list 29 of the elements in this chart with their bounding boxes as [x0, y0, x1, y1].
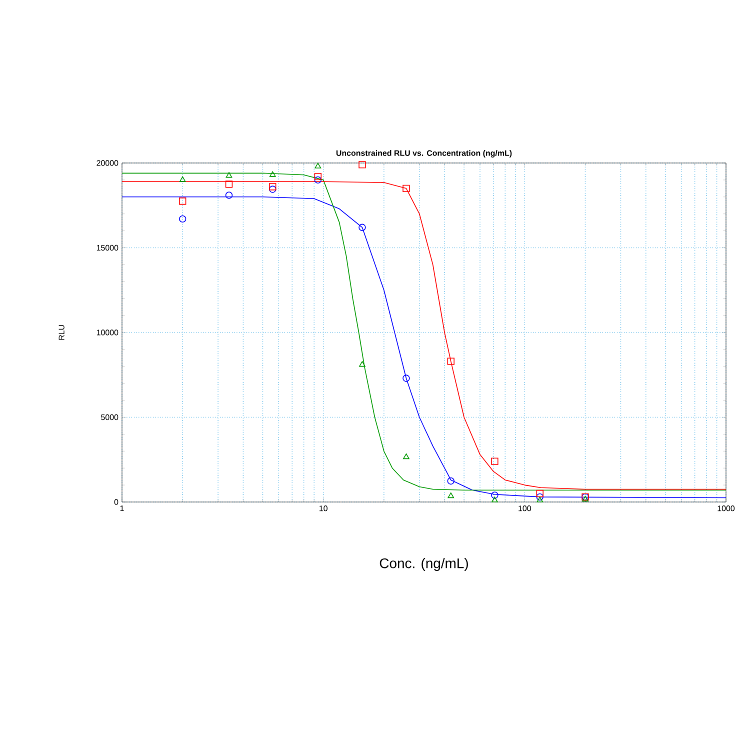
point: [402, 374, 410, 382]
point: [536, 496, 544, 502]
point: [358, 224, 366, 232]
point: [225, 192, 233, 199]
x-axis-title: Conc. (ng/mL): [380, 558, 468, 571]
point: [179, 215, 186, 223]
point: [447, 358, 454, 365]
point: [179, 198, 186, 205]
point: [536, 490, 544, 498]
point: [359, 361, 366, 367]
point: [402, 184, 410, 192]
point: [448, 492, 454, 498]
point: [269, 171, 276, 177]
point: [179, 176, 186, 182]
point: [403, 453, 410, 460]
point: [269, 186, 276, 193]
point: [269, 183, 276, 190]
point: [492, 496, 498, 502]
point: [314, 176, 322, 184]
point: [314, 162, 322, 168]
point: [491, 492, 498, 499]
point: [225, 180, 233, 188]
point: [491, 458, 498, 465]
point: [314, 172, 322, 180]
point: [536, 493, 544, 501]
point: [358, 161, 366, 168]
point: [226, 172, 232, 178]
point: [447, 477, 454, 485]
point: [582, 496, 588, 502]
